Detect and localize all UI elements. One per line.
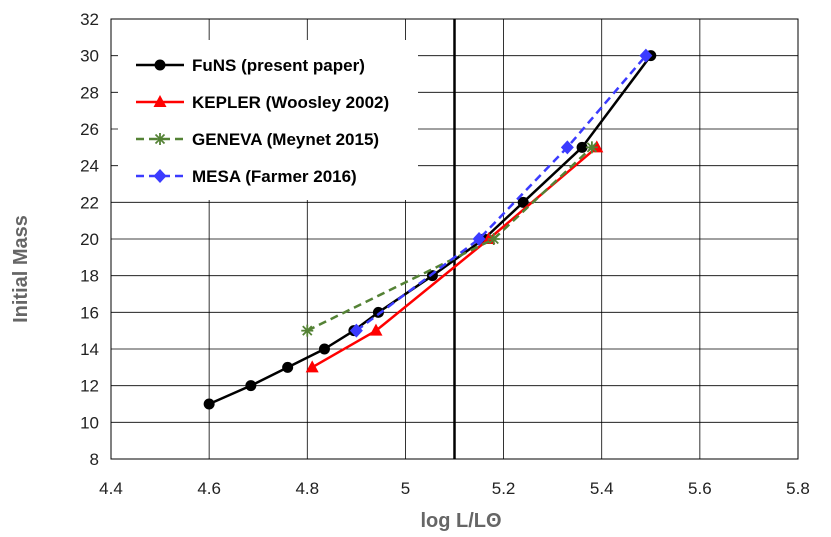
series-2 (301, 141, 598, 337)
data-point (639, 48, 653, 63)
data-point (487, 233, 500, 245)
y-tick-label: 28 (80, 83, 99, 102)
series-line (355, 54, 647, 332)
legend-swatch-marker (153, 169, 167, 183)
data-point (282, 361, 294, 373)
y-tick-label: 18 (80, 267, 99, 286)
y-axis-title: Initial Mass (10, 215, 32, 323)
x-tick-label: 4.6 (197, 479, 221, 498)
data-point (372, 306, 384, 318)
y-tick-label: 12 (80, 377, 99, 396)
legend-swatch-marker (154, 59, 166, 71)
legend-swatch-marker (153, 95, 167, 107)
legend: FuNS (present paper) KEPLER (Woosley 2002… (118, 40, 418, 200)
y-tick-label: 8 (90, 450, 99, 469)
x-axis-title: log L/Lʘ (420, 510, 501, 532)
x-tick-label: 5.4 (590, 479, 614, 498)
asterisk-stroke (154, 133, 166, 145)
data-point (349, 323, 363, 338)
series-0 (203, 50, 657, 410)
x-tick-label: 5.8 (786, 479, 810, 498)
data-point (560, 140, 574, 155)
x-tick-label: 4.8 (295, 479, 319, 498)
y-tick-label: 10 (80, 413, 99, 432)
data-point (301, 324, 314, 337)
asterisk-stroke (586, 142, 598, 153)
legend-label: FuNS (present paper) (192, 56, 365, 75)
legend-label: MESA (Farmer 2016) (192, 167, 357, 186)
data-point (585, 141, 598, 154)
data-point (318, 343, 330, 355)
data-point (245, 380, 257, 392)
series-layer (203, 48, 657, 410)
y-tick-label: 26 (80, 120, 99, 139)
y-tick-label: 30 (80, 47, 99, 66)
y-tick-label: 14 (80, 340, 99, 359)
data-point (576, 141, 588, 153)
data-point (472, 232, 486, 246)
legend-label: GENEVA (Meynet 2015) (192, 130, 379, 149)
data-point (203, 398, 215, 410)
y-tick-label: 32 (80, 10, 99, 29)
series-line (306, 146, 593, 332)
series-3 (349, 48, 653, 338)
data-point (369, 323, 383, 336)
x-tick-label: 5 (401, 479, 410, 498)
tick-labels: 4.4 4.6 4.8 5 5.2 5.4 5.6 5.8 8 10 12 14 16 18 20 22 24 2… (80, 10, 810, 498)
y-tick-label: 20 (80, 230, 99, 249)
legend-label: KEPLER (Woosley 2002) (192, 93, 389, 112)
data-point (517, 196, 529, 208)
asterisk-stroke (488, 233, 499, 245)
y-tick-label: 16 (80, 303, 99, 322)
legend-swatch-marker (154, 133, 166, 145)
asterisk-stroke (302, 325, 313, 336)
y-tick-label: 22 (80, 193, 99, 212)
x-tick-label: 5.2 (492, 479, 516, 498)
legend-background (118, 40, 418, 200)
x-tick-label: 4.4 (99, 479, 123, 498)
y-tick-label: 24 (80, 157, 99, 176)
data-point (305, 360, 319, 373)
x-tick-label: 5.6 (688, 479, 712, 498)
